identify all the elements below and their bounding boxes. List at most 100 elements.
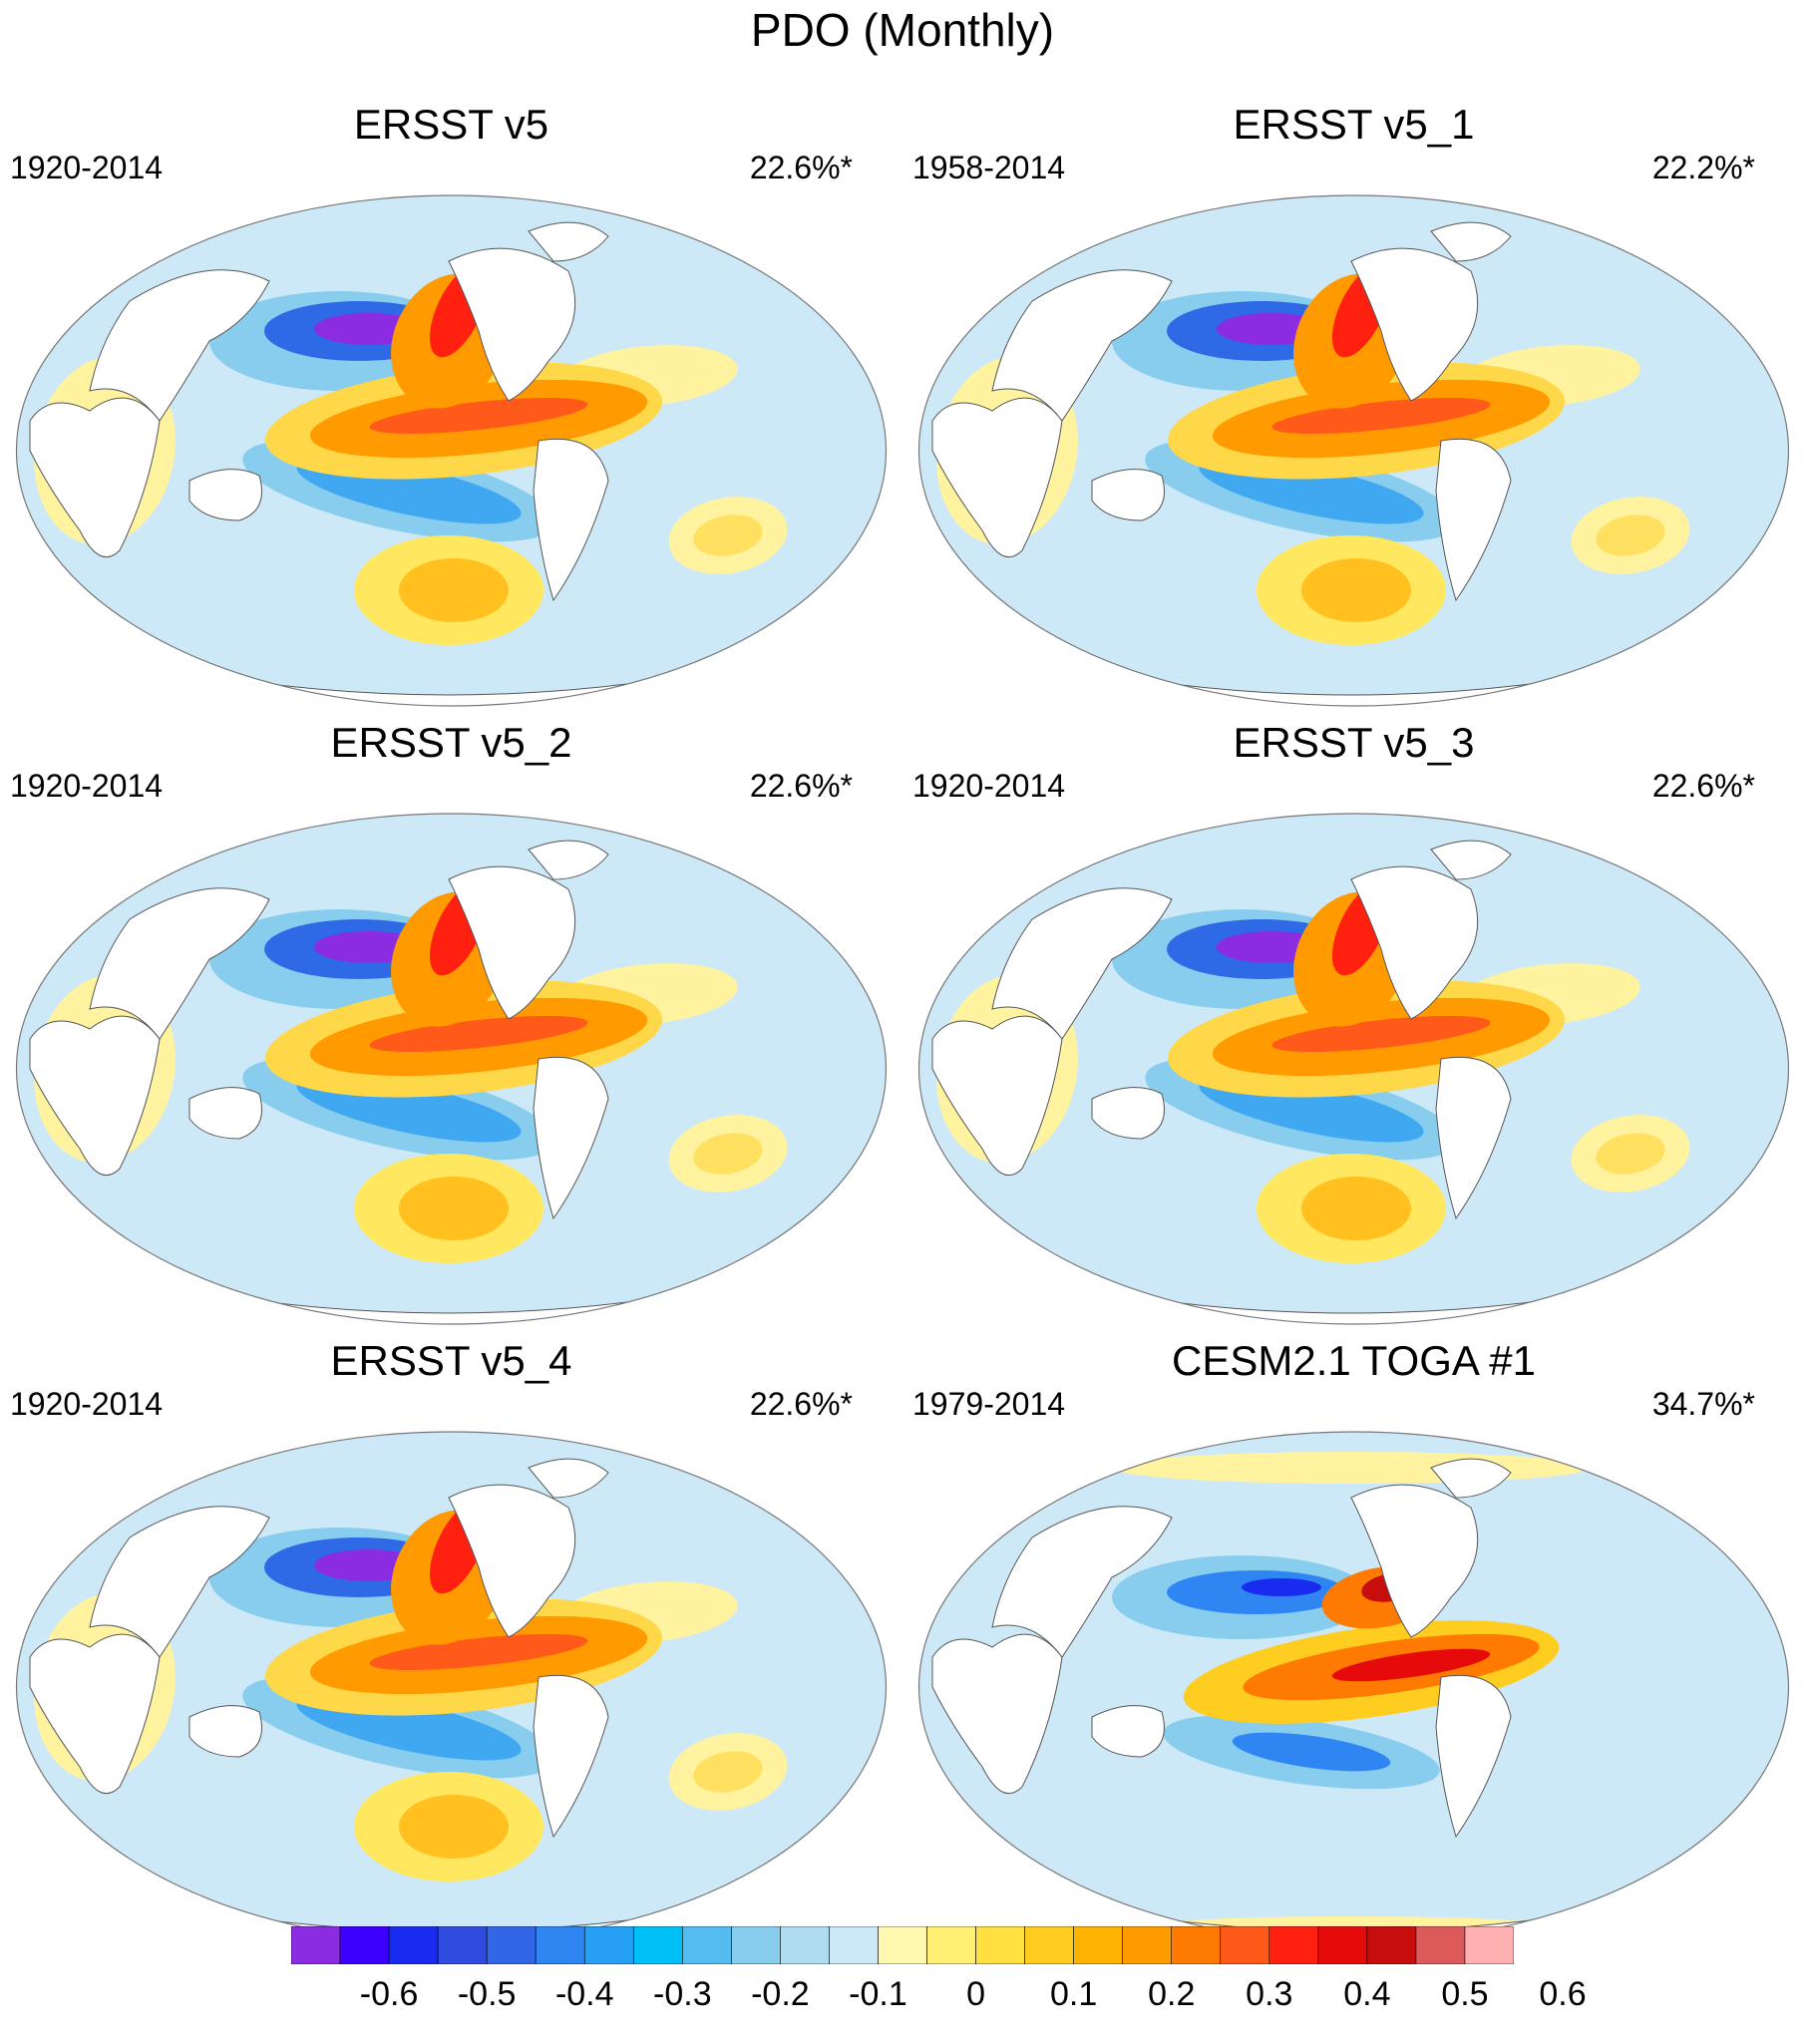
panel-title: ERSST v5_3 (1233, 719, 1475, 766)
south-america-outline (1435, 438, 1512, 602)
panel-years: 1958-2014 (912, 150, 1066, 185)
colorbar-swatch (339, 1926, 390, 1964)
north-america-outline (1350, 865, 1479, 1020)
map-panel: CESM2.1 TOGA #1 1979-2014 34.7%* (902, 1336, 1805, 1954)
warm-tongue-core (1331, 1648, 1491, 1682)
map-border (917, 813, 1790, 1325)
warm-anomaly-south-atlantic-core (693, 514, 763, 556)
south-america-outline (533, 1674, 609, 1839)
colorbar-swatch (535, 1926, 585, 1964)
colorbar-swatch (583, 1926, 634, 1964)
map-panel: ERSST v5 1920-2014 22.6%* (0, 100, 902, 718)
australia-outline (1091, 1705, 1165, 1758)
panel-title: ERSST v5_2 (330, 719, 572, 766)
panel-variance-percent: 22.2%* (1651, 150, 1755, 185)
north-america-outline (448, 247, 576, 402)
australia-outline (188, 469, 262, 521)
panel-years: 1979-2014 (912, 1386, 1066, 1422)
colorbar-tick-label: -0.5 (457, 1975, 517, 2013)
panel-variance-percent: 22.6%* (1651, 768, 1755, 804)
warm-anomaly-south-pacific-core (399, 558, 509, 622)
warm-tongue-core (1271, 1015, 1491, 1053)
map-panel: ERSST v5_4 1920-2014 22.6%* (0, 1336, 902, 1954)
colorbar-tick-label: 0.4 (1343, 1975, 1391, 2013)
eurasia-outline (991, 887, 1173, 1040)
warm-tongue-core (369, 397, 588, 435)
cold-band-south-pacific-core (1232, 1732, 1391, 1772)
colorbar-swatch (682, 1926, 732, 1964)
greenland-outline (1430, 221, 1512, 262)
greenland-outline (528, 840, 609, 880)
warm-anomaly-south-pacific-core (1301, 1177, 1411, 1240)
colorbar-swatch (1073, 1926, 1123, 1964)
map-border (917, 194, 1790, 707)
africa-outline (29, 1633, 161, 1795)
panel-variance-percent: 22.6%* (749, 150, 853, 185)
greenland-outline (528, 1458, 609, 1499)
warm-anomaly-south-atlantic-core (1596, 1133, 1665, 1175)
colorbar-swatch (1268, 1926, 1319, 1964)
colorbar-swatch (1171, 1926, 1222, 1964)
africa-outline (931, 1015, 1063, 1177)
panel-variance-percent: 34.7%* (1651, 1386, 1755, 1422)
australia-outline (188, 1087, 262, 1140)
africa-outline (29, 397, 161, 558)
greenland-outline (1430, 1458, 1512, 1499)
colorbar-tick-label: -0.4 (554, 1975, 614, 2013)
colorbar-swatch (437, 1926, 488, 1964)
colorbar-swatch (829, 1926, 879, 1964)
eurasia-outline (89, 1506, 270, 1658)
warm-anomaly-south-atlantic-core (693, 1133, 763, 1175)
panel-years: 1920-2014 (10, 1386, 164, 1422)
pdo-map (15, 1431, 888, 1943)
colorbar-swatch (1464, 1926, 1514, 1964)
colorbar-swatch (1366, 1926, 1417, 1964)
eurasia-outline (89, 269, 270, 422)
warm-anomaly-arctic (1112, 1452, 1591, 1484)
eurasia-outline (991, 269, 1173, 422)
warm-anomaly-south-pacific-core (399, 1795, 509, 1859)
colorbar-swatch (632, 1926, 683, 1964)
panel-years: 1920-2014 (10, 150, 164, 185)
panel-title: ERSST v5_1 (1233, 101, 1475, 148)
map-border (15, 194, 888, 707)
colorbar-tick-label: -0.1 (849, 1975, 907, 2013)
figure-title: PDO (Monthly) (750, 4, 1055, 56)
africa-outline (931, 1633, 1063, 1795)
australia-outline (1091, 1087, 1165, 1140)
pdo-map (917, 194, 1790, 707)
colorbar-swatch (926, 1926, 976, 1964)
map-border (15, 813, 888, 1325)
warm-tongue-core (369, 1633, 588, 1671)
panel-variance-percent: 22.6%* (749, 768, 853, 804)
africa-outline (29, 1015, 161, 1177)
australia-outline (188, 1705, 262, 1758)
eurasia-outline (991, 1506, 1173, 1658)
colorbar-swatch (1220, 1926, 1270, 1964)
warm-anomaly-south-atlantic-core (693, 1751, 763, 1793)
panel-title: ERSST v5_4 (330, 1337, 572, 1384)
colorbar-tick-label: 0.3 (1246, 1975, 1293, 2013)
pdo-map (15, 813, 888, 1325)
colorbar-swatch (1317, 1926, 1368, 1964)
pdo-map (917, 813, 1790, 1325)
warm-tongue-core (369, 1015, 588, 1053)
pdo-map (15, 194, 888, 707)
north-america-outline (1350, 247, 1479, 402)
north-america-outline (448, 865, 576, 1020)
africa-outline (931, 397, 1063, 558)
colorbar-swatch (1415, 1926, 1466, 1964)
colorbar-swatch (878, 1926, 927, 1964)
colorbar-tick-label: -0.6 (359, 1975, 419, 2013)
warm-tongue-core (1271, 397, 1491, 435)
colorbar-swatch (731, 1926, 781, 1964)
colorbar-swatch (975, 1926, 1025, 1964)
colorbar-swatch (1024, 1926, 1074, 1964)
panel-variance-percent: 22.6%* (749, 1386, 853, 1422)
colorbar-tick-label: 0 (966, 1975, 986, 2013)
eurasia-outline (89, 887, 270, 1040)
cold-pool-north-pacific-core (1242, 1578, 1321, 1596)
colorbar-swatch (780, 1926, 830, 1964)
colorbar (291, 1926, 1514, 1964)
panel-title: ERSST v5 (353, 101, 549, 148)
